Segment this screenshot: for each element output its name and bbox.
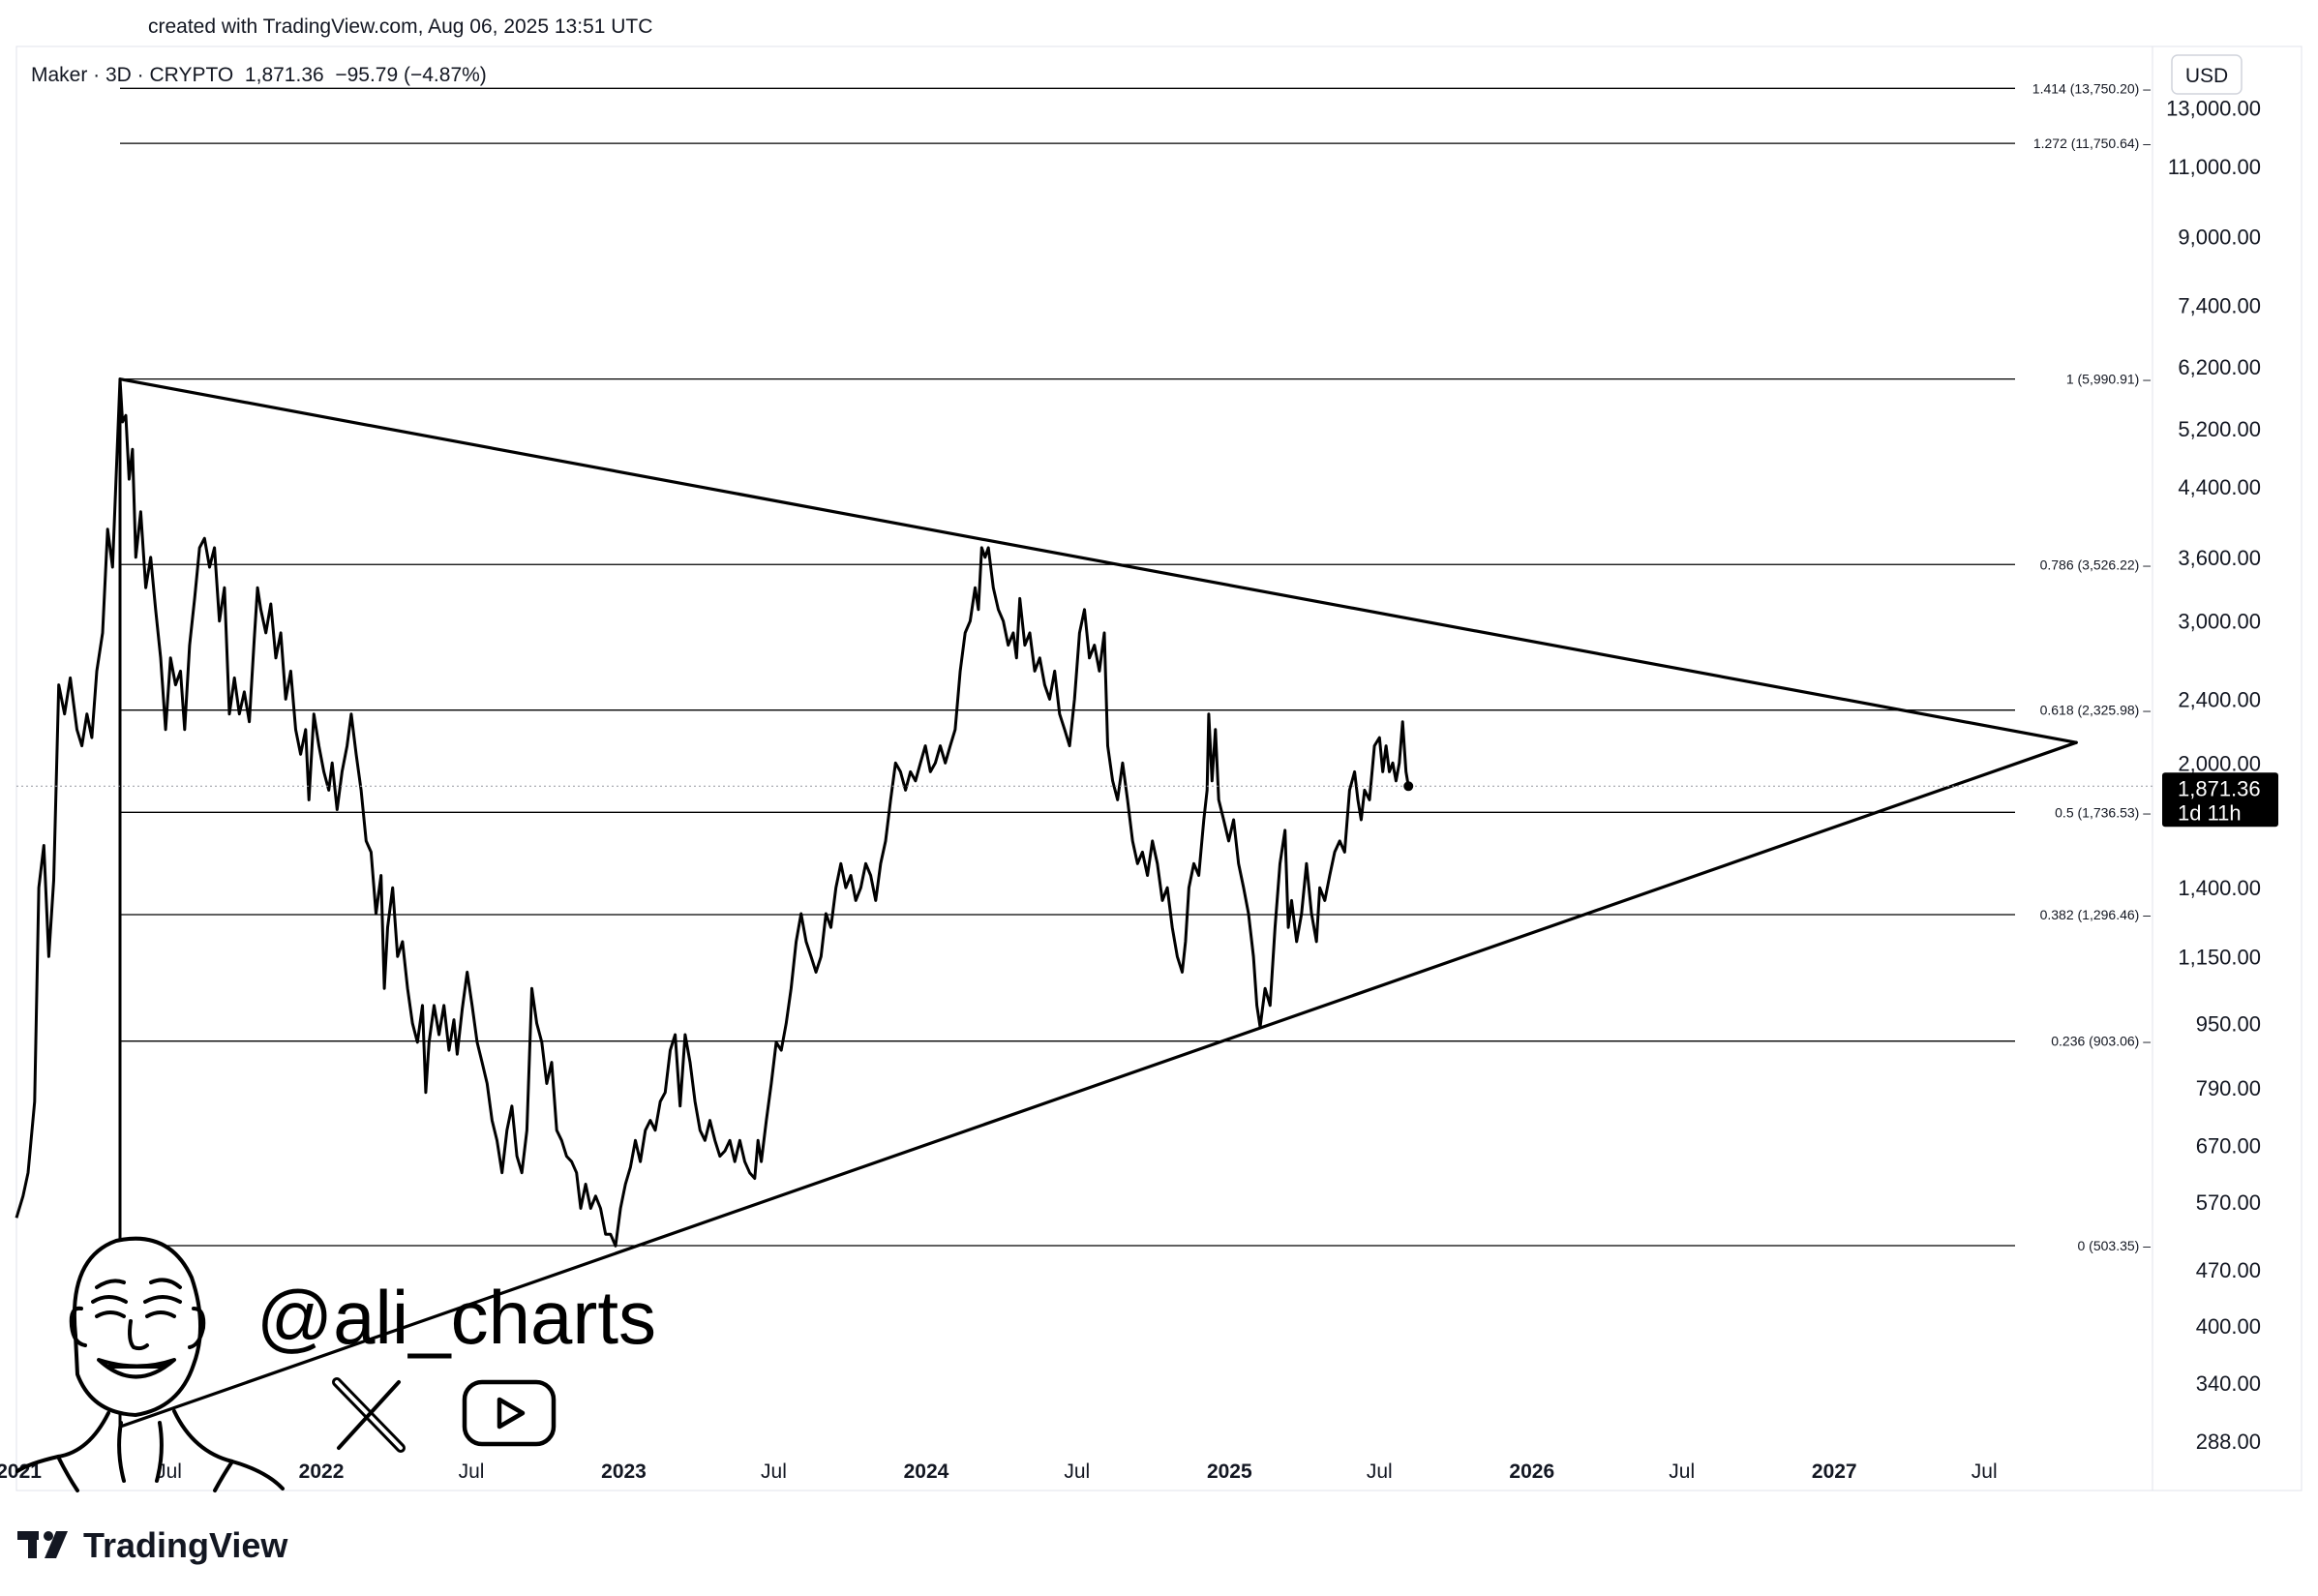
time-tick-label: Jul — [156, 1460, 182, 1483]
time-tick-label: 2024 — [904, 1460, 949, 1483]
price-tick-label: 400.00 — [2196, 1314, 2261, 1339]
price-tick-label: 6,200.00 — [2178, 355, 2261, 379]
fib-levels: 1.414 (13,750.20) – 1.272 (11,750.64) – 1 … — [118, 80, 2152, 1428]
price-tick-label: 3,000.00 — [2178, 610, 2261, 634]
fib-level-label: 0.786 (3,526.22) – — [2040, 557, 2152, 572]
price-tick-label: 4,400.00 — [2178, 475, 2261, 499]
price-tick-label: 670.00 — [2196, 1134, 2261, 1159]
time-tick-label: Jul — [761, 1460, 787, 1483]
price-tick-label: 470.00 — [2196, 1258, 2261, 1282]
price-tick-label: 1,400.00 — [2178, 876, 2261, 900]
price-series — [15, 377, 1410, 1248]
price-tick-label: 9,000.00 — [2178, 226, 2261, 250]
fib-level-label: 0 (503.35) – — [2078, 1238, 2152, 1253]
last-price-countdown: 1d 11h — [2178, 800, 2242, 825]
watermark-handle: @ali_charts — [256, 1275, 656, 1360]
price-tick-label: 340.00 — [2196, 1371, 2261, 1396]
time-tick-label: 2025 — [1207, 1460, 1252, 1483]
price-tick-label: 790.00 — [2196, 1076, 2261, 1100]
price-tick-label: 950.00 — [2196, 1011, 2261, 1036]
chart-pane-border — [15, 45, 2303, 1491]
tradingview-logo-icon — [17, 1531, 68, 1558]
last-price-dot — [1403, 781, 1414, 792]
brand-name: TradingView — [83, 1525, 288, 1565]
time-tick-label: 2026 — [1509, 1460, 1554, 1483]
price-line — [15, 377, 1410, 1248]
price-tick-label: 3,600.00 — [2178, 546, 2261, 570]
time-tick-label: 2022 — [299, 1460, 345, 1483]
time-tick-label: Jul — [1367, 1460, 1393, 1483]
time-tick-label: 2027 — [1812, 1460, 1857, 1483]
last-price-badge — [2162, 772, 2278, 828]
youtube-logo-icon — [462, 1379, 557, 1447]
trendline-ascending — [118, 740, 2078, 1429]
price-tick-label: 11,000.00 — [2168, 155, 2261, 179]
time-tick-label: 2023 — [601, 1460, 647, 1483]
price-tick-label: 13,000.00 — [2166, 97, 2261, 121]
price-tick-label: 288.00 — [2196, 1430, 2261, 1454]
price-tick-label: 1,150.00 — [2178, 945, 2261, 969]
time-tick-label: Jul — [1669, 1460, 1695, 1483]
author-avatar — [15, 1236, 285, 1492]
fib-level-label: 0.618 (2,325.98) – — [2040, 703, 2152, 718]
time-tick-label: Jul — [1972, 1460, 1998, 1483]
last-price-value: 1,871.36 — [2178, 776, 2261, 800]
symbol-header[interactable]: Maker · 3D · CRYPTO 1,871.36 −95.79 (−4.… — [31, 64, 487, 86]
price-tick-label: 7,400.00 — [2178, 293, 2261, 317]
price-axis: 13,000.00 11,000.00 9,000.00 7,400.00 6,200.… — [2166, 97, 2261, 1454]
fib-level-label: 0.5 (1,736.53) – — [2055, 804, 2151, 820]
price-tick-label: 2,000.00 — [2178, 751, 2261, 775]
price-tick-label: 5,200.00 — [2178, 417, 2261, 441]
x-logo-icon — [332, 1377, 406, 1453]
trendline-descending — [118, 377, 2078, 744]
fib-level-label: 0.382 (1,296.46) – — [2040, 907, 2152, 922]
fib-level-label: 1.272 (11,750.64) – — [2033, 136, 2151, 151]
currency-label: USD — [2185, 65, 2228, 87]
created-note: created with TradingView.com, Aug 06, 20… — [148, 15, 652, 38]
price-tick-label: 2,400.00 — [2178, 687, 2261, 711]
currency-box[interactable] — [2171, 54, 2243, 95]
fib-level-label: 1.414 (13,750.20) – — [2032, 80, 2151, 96]
time-tick-label: Jul — [459, 1460, 485, 1483]
time-axis: 2021 Jul 2022 Jul 2023 Jul 2024 Jul 2025 Jul 2026 J… — [0, 1460, 1998, 1483]
fib-level-label: 1 (5,990.91) – — [2066, 372, 2151, 387]
time-tick-label: Jul — [1064, 1460, 1090, 1483]
trendlines — [118, 377, 2078, 1429]
fib-level-label: 0.236 (903.06) – — [2051, 1034, 2151, 1049]
price-tick-label: 570.00 — [2196, 1190, 2261, 1215]
